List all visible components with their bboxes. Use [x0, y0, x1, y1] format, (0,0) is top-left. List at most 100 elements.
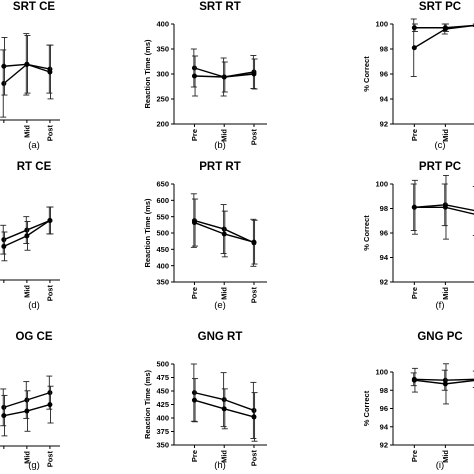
chart-title: SRT RT	[199, 1, 241, 13]
x-tick-label: Post	[45, 125, 54, 142]
data-point	[47, 402, 53, 408]
panel-label: (i)	[436, 460, 444, 471]
x-tick-label: Mid	[220, 129, 229, 142]
y-tick-label: 350	[156, 441, 169, 450]
y-tick-label: 425	[156, 400, 169, 409]
panel-label: (f)	[436, 300, 445, 311]
y-tick-label: 94	[380, 253, 389, 262]
data-point	[221, 231, 227, 237]
y-tick-label: 98	[380, 386, 388, 395]
data-point	[191, 390, 197, 396]
panel-label: (e)	[214, 300, 226, 311]
data-point	[1, 81, 7, 87]
chart-title: RT CE	[17, 161, 52, 173]
y-tick-label: 98	[380, 204, 388, 213]
data-point	[442, 377, 448, 383]
x-tick-label: Post	[45, 451, 54, 468]
data-point	[411, 45, 417, 51]
panel-label: (d)	[28, 300, 40, 311]
data-point	[221, 406, 227, 412]
x-tick-label: Pre	[190, 129, 199, 141]
data-point	[47, 390, 53, 396]
data-point	[47, 217, 53, 223]
chart-title: GNG RT	[198, 331, 243, 343]
data-point	[1, 404, 7, 410]
data-point	[1, 243, 7, 249]
x-tick-label: Pos	[472, 129, 474, 143]
y-tick-label: 450	[156, 245, 169, 254]
y-tick-label: 98	[380, 45, 388, 54]
y-tick-label: 400	[156, 414, 169, 423]
y-tick-label: 400	[156, 261, 169, 270]
data-point	[442, 204, 448, 210]
x-tick-label: Mid	[22, 285, 31, 298]
y-tick-label: 375	[156, 427, 169, 436]
data-point	[221, 397, 227, 403]
x-tick-label: Po	[472, 287, 474, 297]
data-point	[24, 61, 30, 67]
data-point	[251, 407, 257, 413]
x-tick-label: Post	[249, 129, 258, 146]
x-tick-label: Pos	[472, 450, 474, 464]
y-tick-label: 96	[380, 70, 388, 79]
data-point	[411, 25, 417, 31]
y-tick-label: 92	[380, 278, 388, 287]
chart-title: PRT PC	[419, 161, 461, 173]
data-point	[191, 73, 197, 79]
panel-label: (g)	[28, 460, 40, 471]
x-tick-label: Post	[249, 287, 258, 304]
x-tick-label: Post	[249, 450, 258, 467]
y-tick-label: 96	[380, 229, 388, 238]
x-tick-label: Mid	[22, 125, 31, 138]
data-point	[1, 63, 7, 69]
y-tick-label: 96	[380, 404, 388, 413]
data-point	[221, 74, 227, 80]
chart-title: SRT CE	[13, 1, 56, 13]
data-point	[24, 227, 30, 233]
y-tick-label: 250	[156, 95, 169, 104]
y-axis-label: Reaction Time (ms)	[143, 369, 152, 439]
chart-panel-6: PRT PC (f) 92 94 96 98 100 % Correct Pre Mid Po	[362, 161, 474, 311]
data-point	[24, 408, 30, 414]
chart-title: SRT PC	[419, 1, 461, 13]
data-point	[191, 65, 197, 71]
data-point	[47, 69, 53, 75]
y-axis-label: % Correct	[362, 390, 371, 426]
data-point	[442, 381, 448, 387]
x-tick-label: Pre	[410, 129, 419, 141]
y-tick-label: 100	[375, 368, 388, 377]
x-tick-label: Mid	[441, 450, 450, 463]
y-tick-label: 92	[380, 441, 388, 450]
y-tick-label: 350	[156, 278, 169, 287]
panel-label: (h)	[214, 460, 226, 471]
x-tick-label: Mid	[220, 287, 229, 300]
chart-title: PRT RT	[199, 161, 241, 173]
y-tick-label: 92	[380, 120, 388, 129]
data-point	[442, 25, 448, 31]
data-point	[251, 414, 257, 420]
panel-label: (c)	[434, 140, 445, 151]
x-tick-label: Mid	[441, 129, 450, 142]
data-point	[251, 239, 257, 245]
data-point	[1, 413, 7, 419]
y-axis-label: % Correct	[362, 215, 371, 251]
x-tick-label: Mid	[220, 450, 229, 463]
y-axis-label: % Correct	[362, 56, 371, 92]
data-point	[411, 377, 417, 383]
x-tick-label: Mid	[441, 287, 450, 300]
y-tick-label: 650	[156, 180, 169, 189]
data-point	[24, 397, 30, 403]
y-tick-label: 200	[156, 120, 169, 129]
chart-panel-8: GNG RT (h) 350 375 400 425 450 475 500 Reaction T…	[143, 331, 267, 471]
y-tick-label: 550	[156, 212, 169, 221]
x-tick-label: Pre	[190, 287, 199, 299]
data-point	[411, 204, 417, 210]
data-point	[1, 237, 7, 243]
data-point	[221, 226, 227, 232]
x-tick-label: Post	[45, 285, 54, 302]
chart-panel-3: SRT PC (c) 92 94 96 98 100 % Correct Pre Mid Pos	[362, 1, 474, 151]
panel-label: (b)	[214, 140, 226, 151]
y-axis-label: Reaction Time (ms)	[143, 198, 152, 268]
x-tick-label: Pre	[410, 287, 419, 299]
